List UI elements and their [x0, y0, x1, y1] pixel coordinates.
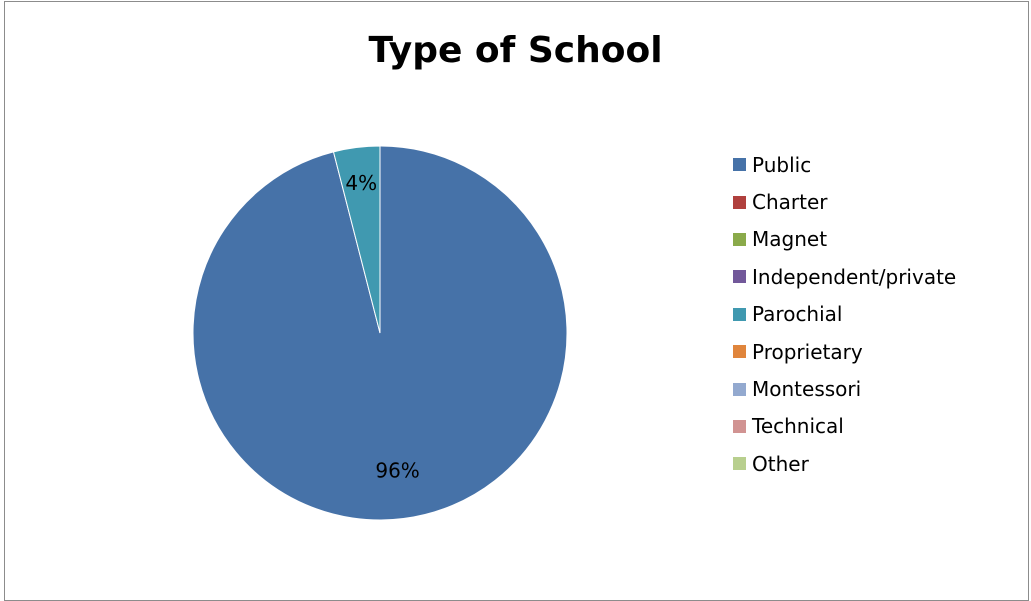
data-label-parochial: 4% — [345, 171, 377, 195]
legend-item-independent-private: Independent/private — [733, 258, 956, 295]
legend-label: Public — [752, 152, 812, 177]
legend-label: Parochial — [752, 302, 843, 327]
legend-label: Magnet — [752, 227, 828, 252]
pie-slice-parochial — [332, 145, 381, 334]
legend-item-proprietary: Proprietary — [733, 333, 956, 370]
legend-swatch — [733, 382, 746, 396]
legend-swatch — [733, 195, 746, 209]
legend-item-parochial: Parochial — [733, 296, 956, 333]
legend-swatch — [733, 158, 746, 172]
legend-swatch — [733, 457, 746, 471]
legend-item-charter: Charter — [733, 183, 956, 220]
legend: Public Charter Magnet Independent/private Pa… — [733, 146, 956, 483]
legend-label: Independent/private — [752, 264, 957, 289]
legend-swatch — [733, 419, 746, 433]
legend-item-public: Public — [733, 146, 956, 183]
legend-item-technical: Technical — [733, 408, 956, 445]
legend-item-magnet: Magnet — [733, 221, 956, 258]
legend-item-other: Other — [733, 445, 956, 482]
legend-label: Other — [752, 451, 809, 476]
pie-data-labels: 96% 4% — [345, 171, 419, 483]
chart-title: Type of School — [368, 30, 663, 71]
legend-item-montessori: Montessori — [733, 370, 956, 407]
legend-label: Charter — [752, 190, 828, 215]
pie-chart: 96% 4% — [192, 145, 568, 521]
legend-swatch — [733, 232, 746, 246]
legend-swatch — [733, 307, 746, 321]
legend-label: Montessori — [752, 377, 862, 402]
legend-label: Technical — [752, 414, 844, 439]
data-label-public: 96% — [375, 459, 419, 483]
legend-label: Proprietary — [752, 339, 863, 364]
legend-swatch — [733, 270, 746, 284]
pie-slices — [192, 145, 568, 521]
legend-swatch — [733, 345, 746, 359]
